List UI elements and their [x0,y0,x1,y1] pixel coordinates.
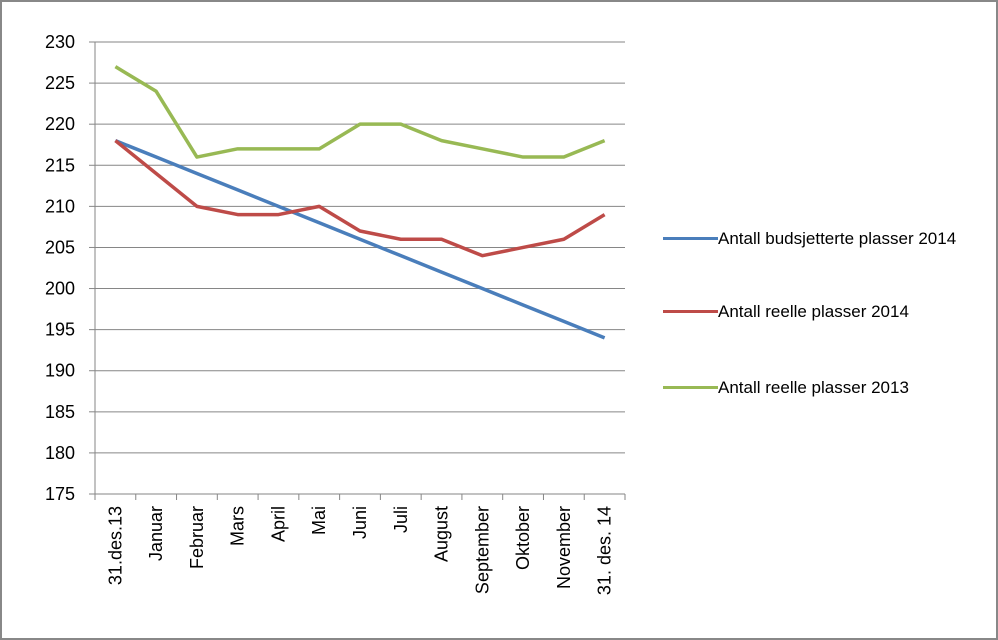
y-tick-label: 215 [45,155,75,175]
legend-label: Antall reelle plasser 2014 [718,302,909,321]
y-tick-label: 220 [45,114,75,134]
x-tick-label: Mars [228,506,248,546]
x-tick-label: April [268,506,288,542]
y-tick-label: 180 [45,443,75,463]
series-line [114,139,606,258]
x-tick-label: September [472,506,492,594]
y-tick-label: 210 [45,196,75,216]
x-tick-label: Juni [350,506,370,539]
y-tick-label: 195 [45,320,75,340]
legend-swatch [663,237,718,240]
series-line [114,65,606,159]
y-tick-label: 225 [45,73,75,93]
legend-label: Antall budsjetterte plasser 2014 [718,229,957,248]
y-tick-label: 185 [45,402,75,422]
x-tick-label: Mai [309,506,329,535]
legend-swatch [663,386,718,389]
x-tick-label: 31. des. 14 [595,506,615,595]
x-tick-label: Januar [146,506,166,561]
legend-item: Antall reelle plasser 2014 [663,298,993,325]
legend-item: Antall budsjetterte plasser 2014 [663,225,993,252]
x-tick-label: Februar [187,506,207,569]
x-tick-label: 31.des.13 [105,506,125,585]
y-tick-label: 175 [45,484,75,504]
legend-label: Antall reelle plasser 2013 [718,378,909,397]
y-tick-label: 190 [45,361,75,381]
x-tick-label: Oktober [513,506,533,570]
x-tick-label: November [554,506,574,589]
legend-swatch [663,310,718,313]
y-tick-label: 230 [45,32,75,52]
x-tick-label: August [432,506,452,562]
y-tick-label: 205 [45,237,75,257]
legend-item: Antall reelle plasser 2013 [663,374,993,401]
y-tick-label: 200 [45,279,75,299]
x-tick-label: Juli [391,506,411,533]
series-line [114,138,606,340]
